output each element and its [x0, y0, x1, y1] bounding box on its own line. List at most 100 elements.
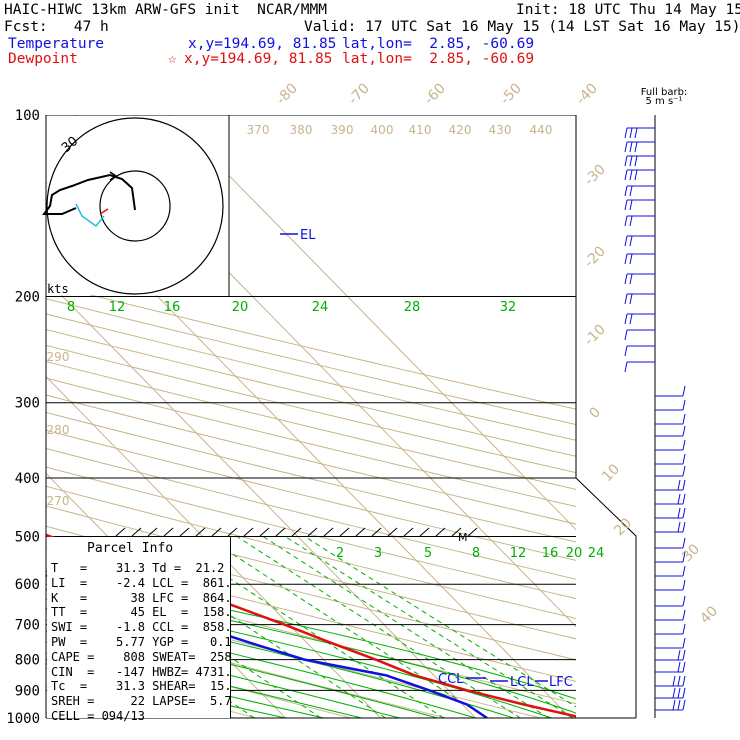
parcel-info-row: SWI = -1.8 CCL = 858. — [51, 620, 232, 635]
wind-barb-flag — [682, 551, 686, 563]
theta-label: 400 — [371, 123, 394, 137]
wind-barb-flag — [672, 675, 676, 687]
wind-barb-flag — [624, 169, 628, 181]
isotherm-label: 40 — [697, 603, 721, 627]
theta-label: 380 — [290, 123, 313, 137]
dry-adiabat-line — [46, 485, 576, 619]
lcl-label: LCL — [510, 675, 534, 690]
wind-barb-flag — [624, 313, 628, 325]
isotherm-label: 0 — [586, 404, 604, 422]
parcel-info-row: Tc = 31.3 SHEAR= 15. — [51, 679, 232, 694]
wind-barb-flag — [682, 439, 686, 451]
mixing-ratio-label: 12 — [109, 300, 126, 315]
wind-barb-flag — [677, 699, 681, 711]
moist-adiabat-line — [46, 619, 438, 718]
wind-barb-flag — [629, 293, 633, 305]
theta-label: 440 — [530, 123, 553, 137]
wind-barb-flag — [682, 413, 686, 425]
wind-barb-flag — [677, 521, 681, 533]
wind-barb-flag — [624, 141, 628, 153]
mixing-ratio-line — [236, 536, 521, 718]
isotherm-label: 20 — [611, 515, 635, 539]
wind-barb-flag — [682, 425, 686, 437]
wind-barb-flag — [629, 127, 633, 139]
wind-barb-flag — [677, 675, 681, 687]
wind-barb-flag — [634, 127, 638, 139]
level-marker: M — [458, 531, 468, 544]
dry-adiabat-line — [46, 567, 576, 705]
temperature-line — [46, 533, 576, 718]
dry-adiabat-line — [46, 466, 576, 600]
mixing-ratio-line — [205, 536, 487, 718]
theta-label: 370 — [247, 123, 270, 137]
wind-barb-flag — [629, 185, 633, 197]
wind-barb-flag — [682, 609, 686, 621]
wind-barb-flag — [672, 699, 676, 711]
isotherm-label: -10 — [581, 321, 608, 348]
wind-barb-flag — [682, 637, 686, 649]
wind-barb-flag — [677, 479, 681, 491]
wind-barb-flag — [682, 687, 686, 699]
dry-adiabat-line — [46, 283, 576, 410]
hodograph-arrow — [109, 171, 118, 181]
mixing-ratio-label: 24 — [312, 300, 329, 315]
hatch-mark — [403, 527, 414, 537]
wind-barb-flag — [682, 537, 686, 549]
hodograph-units-label: kts — [47, 282, 69, 296]
hatch-mark — [195, 527, 206, 537]
wind-barb-flag — [677, 493, 681, 505]
dry-adiabat-line — [46, 344, 576, 474]
mixing-ratio-label: 2 — [336, 546, 344, 561]
mixing-ratio-label: 16 — [542, 546, 559, 561]
hatch-mark — [435, 527, 446, 537]
dewpoint-line — [46, 574, 488, 718]
hatch-mark — [371, 527, 382, 537]
wind-barb-flag — [629, 273, 633, 285]
dry-adiabat-line — [46, 505, 576, 640]
pressure-tick-label: 300 — [15, 396, 40, 412]
isotherm-line — [169, 115, 576, 531]
valid-time: Valid: 17 UTC Sat 16 May 15 (14 LST Sat … — [304, 19, 740, 35]
hatch-mark — [131, 527, 142, 537]
wind-barb-flag — [677, 649, 681, 661]
theta-label: 290 — [47, 350, 70, 364]
wind-barb-flag — [682, 399, 686, 411]
dry-adiabat-line — [46, 447, 576, 580]
mixing-ratio-label: 32 — [500, 300, 517, 315]
moist-adiabat-line — [46, 598, 514, 718]
mixing-ratio-label: 16 — [164, 300, 181, 315]
isotherm-line — [0, 115, 1, 718]
hatch-mark — [227, 527, 238, 537]
mixing-ratio-label: 8 — [67, 300, 75, 315]
wind-barb-flag — [624, 127, 628, 139]
hatch-mark — [211, 527, 222, 537]
parcel-info-row: T = 31.3 Td = 21.2 — [51, 561, 225, 575]
theta-label: 430 — [489, 123, 512, 137]
wind-barb-flag — [682, 661, 686, 673]
wind-barb-flag — [629, 253, 633, 265]
wind-barb-flag — [677, 507, 681, 519]
wind-barb-flag — [629, 141, 633, 153]
dry-adiabat-line — [46, 328, 576, 457]
parcel-info-row: K = 38 LFC = 864. — [51, 590, 232, 605]
theta-label: 420 — [449, 123, 472, 137]
wind-barb-flag — [682, 565, 686, 577]
isotherm-line — [46, 278, 476, 718]
lfc-label: LFC — [549, 675, 573, 690]
wind-barb-flag — [624, 215, 628, 227]
dewpoint-latlon: lat,lon= 2.85, -60.69 — [342, 51, 535, 67]
parcel-info-title: Parcel Info — [87, 541, 174, 556]
wind-barb-flag — [624, 273, 628, 285]
wind-barb-flag — [624, 235, 628, 247]
wind-barb-flag — [624, 345, 628, 357]
isotherm-label: -50 — [497, 80, 524, 107]
parcel-info-row: PW = 5.77 YGP = 0.1 — [51, 635, 232, 649]
plot-right-border-lower — [575, 477, 637, 718]
wind-barb-flag — [629, 169, 633, 181]
wind-barb-flag — [682, 579, 686, 591]
pressure-tick-label: 400 — [15, 471, 40, 487]
wind-barb-flag — [682, 623, 686, 635]
dewpoint-xy: x,y=194.69, 81.85 — [184, 51, 333, 67]
parcel-info-row: CIN = -147 HWBZ= 4731. — [51, 664, 232, 679]
